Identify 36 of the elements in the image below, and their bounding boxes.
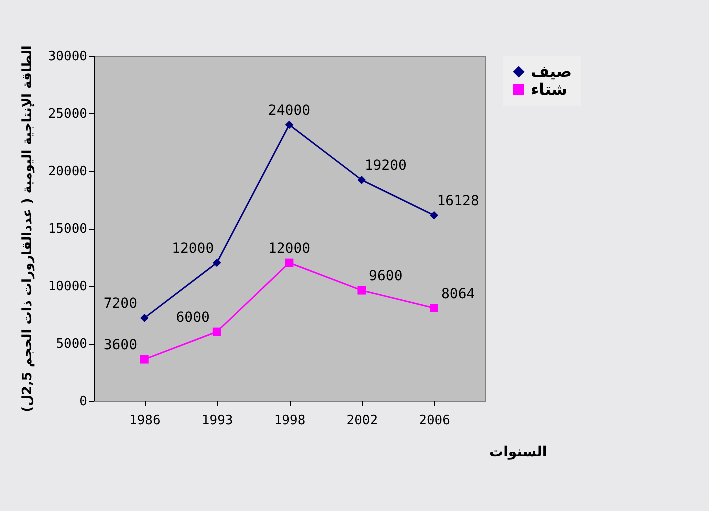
data-label: 6000 [176, 310, 210, 326]
x-tick-label: 2002 [346, 414, 378, 428]
point [430, 304, 438, 312]
data-label: 24000 [268, 103, 311, 119]
legend-label: شتاء [531, 80, 568, 99]
y-tick-label: 10000 [48, 280, 88, 294]
legend-label: صيف [531, 62, 572, 81]
point [285, 258, 294, 268]
y-tick-label: 15000 [48, 222, 88, 237]
point [212, 328, 222, 336]
data-label: 19200 [364, 158, 407, 174]
x-tick-label: 1998 [274, 414, 306, 428]
point [358, 286, 366, 295]
point [140, 355, 149, 364]
y-tick-label: 0 [80, 394, 88, 410]
data-label: 9600 [369, 268, 403, 285]
x-axis-title: السنوات [490, 444, 548, 460]
x-tick-label: 1986 [130, 414, 161, 428]
y-tick-label: 20000 [48, 164, 88, 180]
data-label: 16128 [437, 194, 480, 210]
data-label: 12000 [268, 241, 311, 257]
y-axis-title: الطاقة الإنتاجية اليومية ( عددالقارورات ذات الحجم 2,5ل) [20, 46, 36, 412]
data-label: 8064 [441, 286, 476, 302]
point [285, 120, 294, 130]
y-tick-label: 5000 [56, 337, 88, 352]
data-label: 7200 [104, 296, 138, 312]
point [430, 211, 438, 220]
point [140, 314, 149, 322]
y-tick-label: 30000 [48, 50, 88, 64]
x-tick-label: 2006 [419, 414, 450, 428]
y-tick-label: 25000 [48, 107, 88, 122]
point [212, 258, 222, 268]
data-label: 12000 [172, 241, 214, 257]
data-label: 3600 [104, 338, 138, 354]
point [358, 176, 366, 184]
x-tick-label: 1993 [202, 414, 234, 428]
